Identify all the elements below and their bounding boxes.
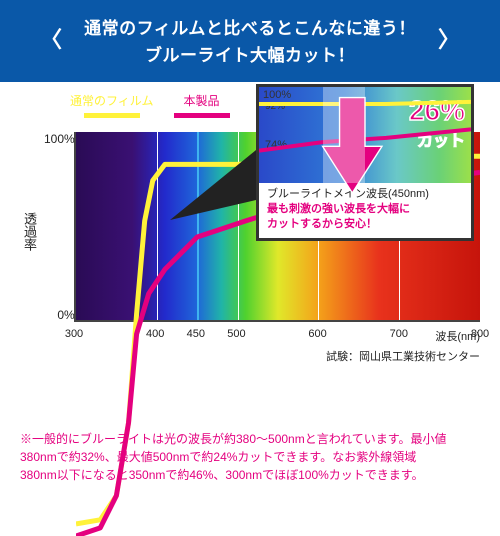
legend: 通常のフィルム 本製品 — [70, 92, 230, 118]
legend-normal: 通常のフィルム — [70, 92, 154, 118]
x-tick: 400 — [146, 328, 164, 340]
x-tick: 700 — [390, 328, 408, 340]
x-tick: 500 — [227, 328, 245, 340]
banner-line1: 通常のフィルムと比べるとこんなに違う！ — [10, 14, 490, 39]
legend-product-label: 本製品 — [184, 92, 220, 109]
footnote-l3: 380nm以下になると350nmで約46%、300nmでほぼ100%カットできま… — [20, 466, 480, 484]
legend-normal-label: 通常のフィルム — [70, 92, 154, 109]
legend-product-swatch — [174, 113, 230, 118]
credit-text: 試験：岡山県工業技術センター — [326, 348, 480, 364]
callout-mini-svg — [259, 87, 471, 299]
x-tick: 450 — [187, 328, 205, 340]
y-axis-title: 透過率 — [20, 212, 39, 251]
footnote: ※一般的にブルーライトは光の波長が約380〜500nmと言われています。最小値 … — [20, 430, 480, 484]
x-tick: 800 — [471, 328, 489, 340]
legend-normal-swatch — [84, 113, 140, 118]
x-axis: 波長(nm) 300400450500600700800 — [74, 328, 480, 344]
callout-mini-chart: 100% 92% 74% 26% カット — [259, 87, 471, 183]
y-tick-0: 0% — [57, 308, 74, 322]
chevron-right-icon: 〉 — [438, 22, 460, 54]
x-tick: 600 — [308, 328, 326, 340]
footnote-l2: 380nmで約32%、最大値500nmで約24%カットできます。なお紫外線領域 — [20, 448, 480, 466]
y-tick-100: 100% — [44, 132, 75, 146]
footnote-l1: ※一般的にブルーライトは光の波長が約380〜500nmと言われています。最小値 — [20, 430, 480, 448]
legend-product: 本製品 — [174, 92, 230, 118]
x-tick: 300 — [65, 328, 83, 340]
y-axis: 100% 0% — [44, 132, 75, 322]
chevron-left-icon: 〈 — [40, 22, 62, 54]
banner-line2: ブルーライト大幅カット！ — [10, 41, 490, 66]
zoom-callout: 100% 92% 74% 26% カット ブルーライトメイン波長(450nm) … — [256, 84, 474, 241]
headline-banner: 〈 通常のフィルムと比べるとこんなに違う！ ブルーライト大幅カット！ 〉 — [0, 0, 500, 82]
